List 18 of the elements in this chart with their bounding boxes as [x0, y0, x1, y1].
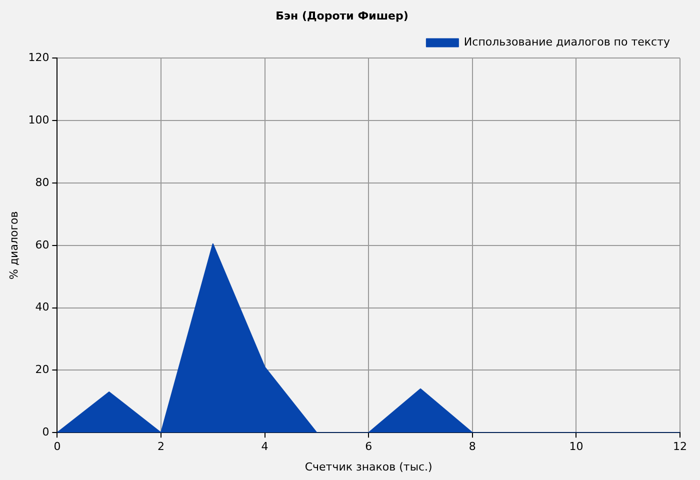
y-tick-label: 120	[28, 51, 50, 64]
y-tick-label: 0	[42, 425, 50, 438]
chart-title: Бэн (Дороти Фишер)	[276, 9, 408, 22]
y-tick-label: 20	[35, 363, 50, 376]
y-tick-label: 100	[28, 113, 50, 126]
x-tick-label: 10	[569, 440, 584, 454]
x-tick-label: 8	[468, 440, 476, 454]
y-tick-label: 60	[35, 238, 50, 252]
x-axis-title: Счетчик знаков (тыс.)	[304, 460, 432, 474]
x-tick-label: 12	[673, 440, 687, 454]
y-tick-label: 40	[35, 300, 50, 314]
y-axis-title: % диалогов	[7, 211, 20, 280]
x-tick-label: 6	[365, 440, 372, 454]
y-tick-label: 80	[35, 176, 50, 189]
legend-label: Использование диалогов по тексту	[464, 36, 670, 49]
x-tick-label: 4	[261, 440, 268, 454]
x-tick-label: 0	[54, 440, 61, 454]
x-tick-label: 2	[157, 440, 164, 454]
